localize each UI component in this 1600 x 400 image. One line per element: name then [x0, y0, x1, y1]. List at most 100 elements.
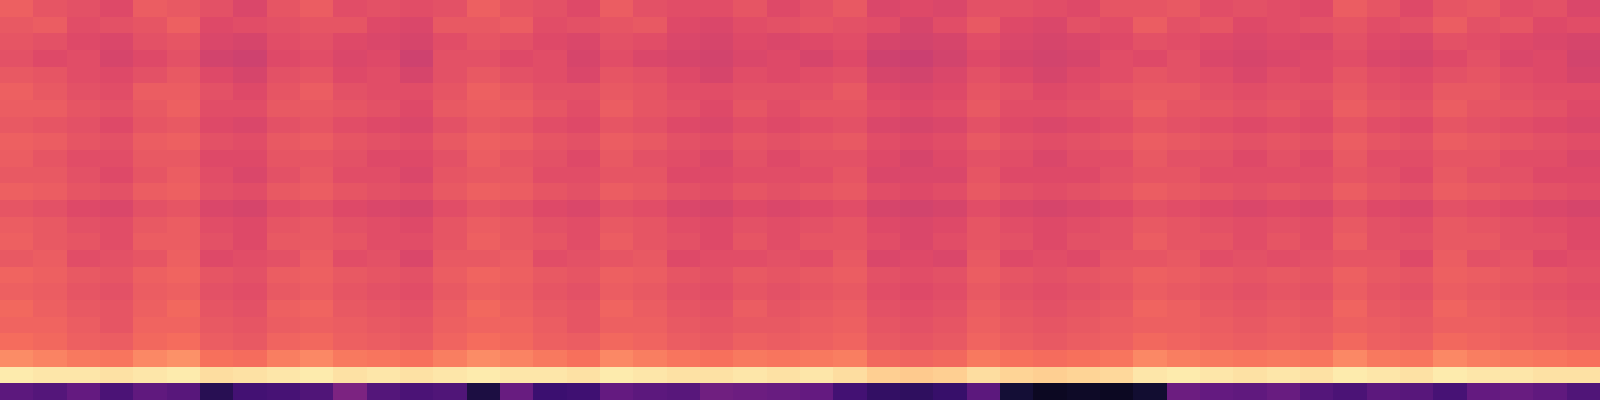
cell [1533, 150, 1567, 167]
cell [100, 0, 133, 17]
cell [1067, 300, 1100, 317]
cell [67, 250, 100, 267]
cell [1533, 183, 1567, 200]
cell [1200, 150, 1233, 167]
cell [33, 33, 67, 50]
cell [1100, 150, 1133, 167]
cell [1133, 300, 1167, 317]
cell [267, 350, 300, 367]
cell [833, 100, 867, 117]
cell [1200, 83, 1233, 100]
cell [1200, 33, 1233, 50]
cell [833, 267, 867, 283]
cell [667, 167, 700, 183]
cell [1567, 117, 1600, 133]
cell [1533, 267, 1567, 283]
cell [567, 283, 600, 300]
cell [133, 383, 167, 400]
cell [1467, 267, 1500, 283]
cell [167, 83, 200, 100]
cell [1167, 200, 1200, 217]
cell [1067, 117, 1100, 133]
cell [1533, 33, 1567, 50]
cell [200, 350, 233, 367]
cell [667, 133, 700, 150]
cell [500, 233, 533, 250]
cell [0, 283, 33, 300]
cell [800, 250, 833, 267]
cell [1233, 383, 1267, 400]
cell [1367, 300, 1400, 317]
cell [133, 333, 167, 350]
cell [1433, 267, 1467, 283]
cell [1267, 183, 1300, 200]
cell [100, 383, 133, 400]
cell [1433, 83, 1467, 100]
cell [167, 183, 200, 200]
cell [1300, 183, 1333, 200]
cell [533, 300, 567, 317]
cell [633, 200, 667, 217]
cell [367, 383, 400, 400]
cell [1567, 150, 1600, 167]
cell [600, 183, 633, 200]
cell [233, 167, 267, 183]
cell [400, 333, 433, 350]
cell [767, 0, 800, 17]
cell [1367, 333, 1400, 350]
cell [1333, 0, 1367, 17]
cell [367, 100, 400, 117]
cell [300, 167, 333, 183]
cell [67, 367, 100, 383]
cell [0, 250, 33, 267]
cell [1233, 100, 1267, 117]
cell [933, 33, 967, 50]
cell [833, 233, 867, 250]
cell [200, 233, 233, 250]
cell [233, 150, 267, 167]
cell [233, 300, 267, 317]
cell [1367, 267, 1400, 283]
cell [1167, 217, 1200, 233]
cell [567, 167, 600, 183]
cell [200, 333, 233, 350]
cell [333, 350, 367, 367]
cell [433, 83, 467, 100]
cell [433, 167, 467, 183]
cell [1500, 33, 1533, 50]
cell [1067, 233, 1100, 250]
cell [500, 267, 533, 283]
cell [833, 50, 867, 67]
cell [1400, 133, 1433, 150]
cell [1067, 150, 1100, 167]
cell [300, 383, 333, 400]
cell [333, 67, 367, 83]
cell [267, 33, 300, 50]
cell [1100, 17, 1133, 33]
cell [900, 250, 933, 267]
cell [1567, 317, 1600, 333]
cell [933, 383, 967, 400]
cell [533, 100, 567, 117]
cell [433, 17, 467, 33]
cell [33, 350, 67, 367]
cell [0, 100, 33, 117]
cell [67, 350, 100, 367]
cell [1000, 33, 1033, 50]
cell [33, 383, 67, 400]
cell [767, 350, 800, 367]
cell [1333, 117, 1367, 133]
cell [833, 133, 867, 150]
cell [0, 33, 33, 50]
cell [233, 367, 267, 383]
cell [200, 133, 233, 150]
cell [967, 350, 1000, 367]
cell [533, 317, 567, 333]
cell [767, 117, 800, 133]
cell [0, 117, 33, 133]
cell [1567, 233, 1600, 250]
cell [300, 267, 333, 283]
cell [1100, 67, 1133, 83]
cell [1133, 350, 1167, 367]
cell [1167, 117, 1200, 133]
